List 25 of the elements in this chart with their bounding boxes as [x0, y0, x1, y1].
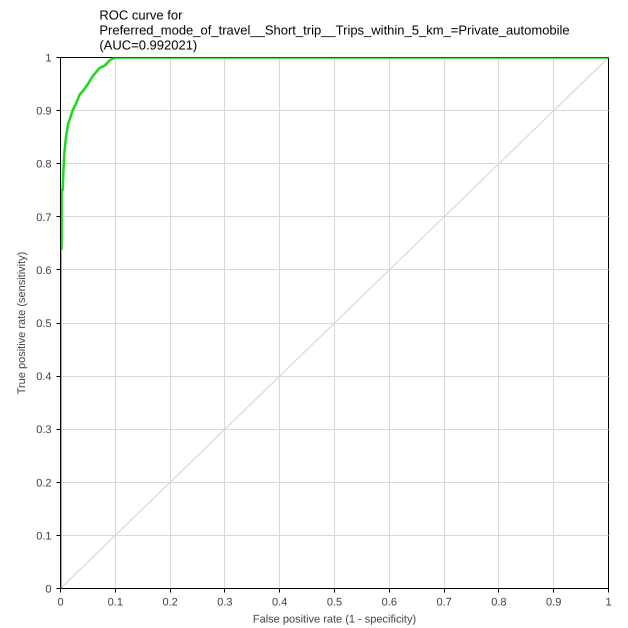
y-tick-label: 0.5	[36, 318, 52, 330]
x-tick-label: 0.6	[382, 596, 397, 608]
y-tick-label: 1	[45, 52, 52, 64]
chart-title: ROC curve for Preferred_mode_of_travel__Short_trip__Trips_within_5_km_=Private_automobile (AUC=0.992021)	[99, 8, 570, 52]
y-tick-label: 0.2	[36, 477, 52, 490]
y-tick-label: 0.1	[36, 530, 52, 542]
x-tick-label: 0.2	[162, 596, 178, 608]
y-tick-label: 0.4	[36, 371, 52, 384]
y-axis-title: True positive rate (sensitivity)	[16, 252, 28, 394]
x-tick-label: 0.1	[108, 596, 123, 608]
x-axis-title: False positive rate (1 - specificity)	[252, 614, 416, 626]
y-tick-label: 0.9	[36, 106, 52, 118]
x-tick-label: 0.9	[546, 596, 562, 608]
x-tick-label: 0.8	[491, 596, 507, 608]
x-tick-label: 0.3	[217, 596, 233, 608]
x-tick-label: 0.5	[326, 596, 342, 608]
x-tick-label: 0	[57, 596, 64, 608]
x-tick-label: 1	[605, 596, 612, 608]
y-tick-label: 0.7	[36, 212, 52, 224]
y-tick-label: 0.3	[36, 424, 52, 436]
y-tick-label: 0	[45, 584, 52, 596]
y-tick-label: 0.6	[36, 264, 52, 277]
y-tick-label: 0.8	[36, 158, 52, 171]
x-tick-label: 0.7	[436, 596, 452, 608]
x-tick-label: 0.4	[272, 596, 288, 608]
